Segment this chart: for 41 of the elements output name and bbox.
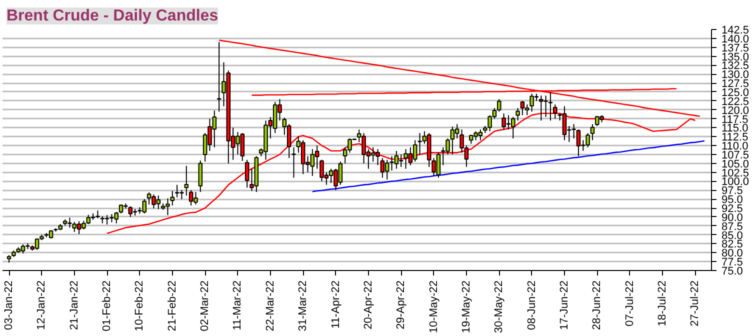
chart-title: Brent Crude - Daily Candles: [6, 8, 218, 24]
x-tick-label: 08-Jun-22: [526, 280, 538, 330]
x-tick-label: 19-May-22: [460, 280, 472, 334]
y-tick-label: 75.0: [722, 266, 743, 278]
candlestick: [590, 124, 595, 141]
x-tick-label: 02-Mar-22: [199, 280, 212, 332]
candlestick: [398, 154, 404, 168]
x-tick-label: 30-May-22: [493, 280, 506, 334]
line-series: [251, 88, 678, 96]
candlestick: [412, 140, 418, 162]
x-tick-label: 11-Mar-22: [232, 280, 244, 330]
candlestick: [516, 108, 520, 122]
candlestick: [170, 190, 175, 206]
x-tick-label: 10-Feb-22: [134, 280, 146, 332]
line-series: [218, 40, 700, 117]
x-tick-label: 11-Apr-22: [330, 280, 342, 329]
x-tick-label: 21-Jan-22: [68, 280, 80, 330]
candlestick: [184, 165, 189, 196]
candlestick: [380, 158, 385, 178]
candlestick: [198, 160, 203, 192]
x-tick-label: 31-Mar-22: [297, 280, 310, 332]
x-tick-label: 07-Jul-22: [624, 280, 636, 326]
x-tick-label: 29-Apr-22: [395, 280, 408, 330]
x-tick-label: 10-May-22: [428, 280, 440, 334]
candlestick: [244, 159, 250, 188]
x-tick-label: 20-Apr-22: [362, 280, 374, 330]
x-tick-label: 03-Jan-22: [3, 280, 16, 330]
candlestick: [128, 206, 133, 218]
x-tick-label: 22-Mar-22: [264, 280, 276, 332]
x-tick-label: 17-Jun-22: [558, 280, 570, 330]
candlestick: [510, 116, 516, 139]
x-tick-label: 01-Feb-22: [101, 280, 114, 332]
x-tick-label: 28-Jun-22: [591, 280, 604, 330]
candlestick: [314, 145, 320, 170]
x-tick-label: 12-Jan-22: [36, 280, 48, 330]
x-tick-label: 18-Jul-22: [656, 280, 668, 326]
line-series: [312, 140, 706, 192]
candlestick: [454, 124, 460, 139]
x-tick-label: 27-Jul-22: [689, 280, 702, 326]
x-tick-label: 21-Feb-22: [166, 280, 178, 332]
candlestick: [292, 146, 296, 178]
